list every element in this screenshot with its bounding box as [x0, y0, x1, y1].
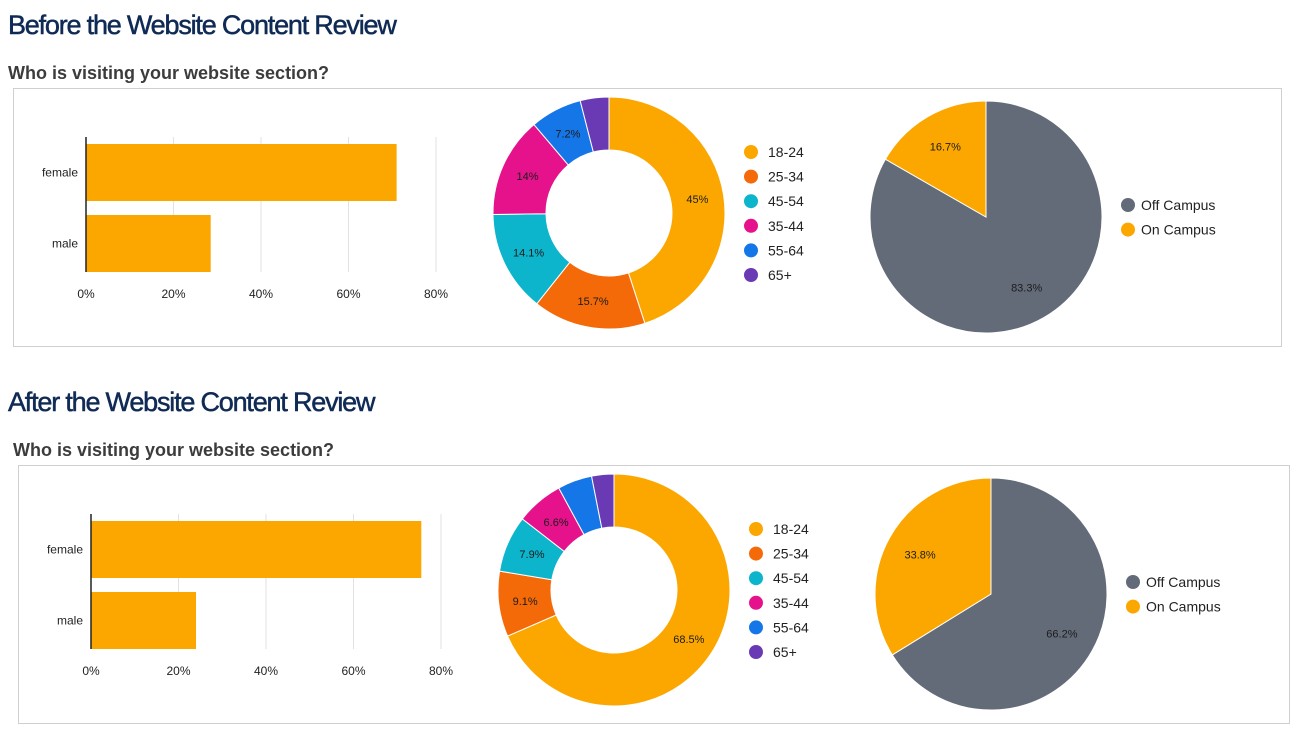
legend-label: 65+: [773, 644, 797, 660]
donut-data-label: 14%: [517, 171, 539, 183]
legend-dot-off-campus: [1121, 198, 1135, 212]
x-tick-label: 80%: [429, 664, 453, 678]
x-tick-label: 0%: [77, 287, 95, 301]
legend-dot-on-campus: [1126, 599, 1140, 614]
pie-data-label: 16.7%: [930, 142, 961, 154]
category-label-female: female: [47, 543, 83, 557]
legend-dot-45-54: [749, 571, 763, 586]
legend-label: 55-64: [768, 242, 804, 258]
donut-data-label: 45%: [686, 194, 708, 206]
legend-dot-18-24: [749, 522, 763, 536]
bar-male: [86, 215, 211, 272]
legend-dot-65+: [749, 645, 763, 659]
pie-slice-on-campus: [874, 477, 992, 656]
bar-female: [91, 521, 422, 578]
pie-data-label: 33.8%: [904, 549, 935, 561]
legend-label: 35-44: [768, 218, 804, 234]
campus-pie-chart: 66.2% 33.8% Off Campus On Campus: [874, 477, 1221, 711]
chart-panel-before: 0% 20% 40% 60% 80% female male 45% 15.7% 14.1% 14%…: [13, 88, 1282, 347]
section-title-after: After the Website Content Review: [8, 387, 376, 418]
campus-pie-chart: 83.3% 16.7% Off Campus On Campus: [869, 100, 1216, 334]
donut-data-label: 6.6%: [544, 517, 569, 529]
legend-dot-off-campus: [1126, 575, 1140, 589]
legend-dot-55-64: [749, 620, 763, 635]
pie-data-label: 83.3%: [1011, 282, 1042, 294]
bar-female: [86, 144, 397, 201]
legend-label: 18-24: [773, 521, 809, 537]
donut-data-label: 7.2%: [555, 129, 580, 141]
legend-label: Off Campus: [1146, 574, 1220, 590]
legend-label: 65+: [768, 267, 792, 283]
x-tick-label: 0%: [82, 664, 100, 678]
legend-dot-25-34: [749, 546, 763, 561]
legend-label: 45-54: [768, 193, 804, 209]
legend-label: 45-54: [773, 570, 809, 586]
donut-slice-18-24: [608, 96, 726, 324]
x-tick-label: 40%: [254, 664, 278, 678]
donut-data-label: 9.1%: [513, 596, 538, 608]
x-tick-label: 20%: [161, 287, 185, 301]
x-tick-label: 40%: [249, 287, 273, 301]
charts-svg-before: 0% 20% 40% 60% 80% female male 45% 15.7% 14.1% 14%…: [42, 96, 1216, 334]
legend-label: 55-64: [773, 619, 809, 635]
legend-label: 35-44: [773, 595, 809, 611]
age-donut-chart: 68.5% 9.1% 7.9% 6.6% 18-24 25-34 45-54 35-44 55-…: [497, 473, 809, 707]
legend-label: On Campus: [1141, 222, 1216, 238]
gender-bar-chart: 0% 20% 40% 60% 80% female male: [47, 514, 453, 678]
gender-bar-chart: 0% 20% 40% 60% 80% female male: [42, 137, 448, 301]
pie-data-label: 66.2%: [1046, 629, 1077, 641]
x-tick-label: 60%: [341, 664, 365, 678]
donut-slice-65+: [590, 473, 615, 529]
category-label-male: male: [52, 237, 78, 251]
legend-dot-18-24: [744, 145, 758, 159]
pie-slice-on-campus: [884, 100, 987, 218]
donut-data-label: 68.5%: [673, 634, 704, 646]
legend-dot-45-54: [744, 194, 758, 209]
category-label-male: male: [57, 614, 83, 628]
legend-label: On Campus: [1146, 599, 1221, 615]
legend-label: 18-24: [768, 144, 804, 160]
legend-dot-on-campus: [1121, 222, 1135, 237]
legend-label: 25-34: [773, 546, 809, 562]
section-title-before: Before the Website Content Review: [8, 10, 397, 41]
charts-svg-after: 0% 20% 40% 60% 80% female male 68.5% 9.1% 7.9% 6.6…: [47, 473, 1221, 711]
chart-panel-after: 0% 20% 40% 60% 80% female male 68.5% 9.1% 7.9% 6.6…: [18, 465, 1290, 724]
x-tick-label: 80%: [424, 287, 448, 301]
legend-dot-35-44: [749, 595, 763, 610]
legend-dot-65+: [744, 268, 758, 282]
donut-data-label: 15.7%: [577, 296, 608, 308]
category-label-female: female: [42, 166, 78, 180]
x-tick-label: 20%: [166, 664, 190, 678]
legend-dot-25-34: [744, 169, 758, 184]
donut-slice-65+: [579, 96, 610, 153]
donut-data-label: 14.1%: [513, 247, 544, 259]
legend-dot-55-64: [744, 243, 758, 258]
section-subtitle-after: Who is visiting your website section?: [13, 440, 335, 460]
legend-label: 25-34: [768, 169, 804, 185]
age-donut-chart: 45% 15.7% 14.1% 14% 7.2% 18-24 25-34 45-54 35-44…: [492, 96, 804, 330]
legend-dot-35-44: [744, 218, 758, 233]
x-tick-label: 60%: [336, 287, 360, 301]
donut-slice-18-24: [506, 473, 731, 707]
section-subtitle-before: Who is visiting your website section?: [8, 63, 330, 83]
bar-male: [91, 592, 196, 649]
pie-slice-off-campus: [891, 477, 1108, 711]
donut-data-label: 7.9%: [519, 549, 544, 561]
legend-label: Off Campus: [1141, 197, 1215, 213]
